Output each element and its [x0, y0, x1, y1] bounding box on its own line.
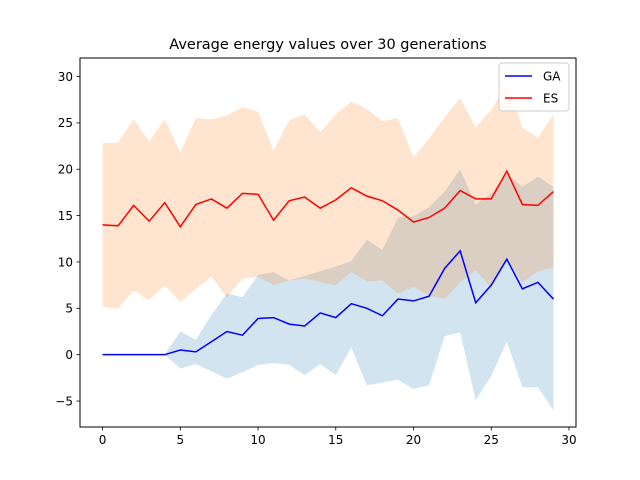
- legend-label-ga: GA: [543, 69, 561, 83]
- y-tick-label: 20: [58, 163, 73, 177]
- x-tick-label: 20: [406, 433, 421, 447]
- x-axis-ticks: 0 5 10 15 20 25 30: [99, 427, 577, 447]
- x-tick-label: 0: [99, 433, 107, 447]
- series-line-es: [102, 169, 554, 229]
- y-axis-ticks: −5 0 5 10 15 20 25 30: [55, 70, 80, 408]
- y-tick-label: 15: [58, 209, 73, 223]
- confidence-bands: [102, 83, 554, 411]
- y-tick-label: −5: [55, 394, 73, 408]
- series-lines: [102, 169, 554, 356]
- x-tick-label: 5: [176, 433, 184, 447]
- y-tick-label: 0: [65, 348, 73, 362]
- legend-box: [498, 62, 570, 112]
- x-tick-label: 10: [250, 433, 265, 447]
- series-line-ga: [102, 249, 554, 356]
- y-tick-label: 25: [58, 116, 73, 130]
- band-es: [102, 83, 554, 309]
- chart-title: Average energy values over 30 generation…: [169, 37, 486, 53]
- plot-frame: [79, 57, 577, 428]
- legend-label-es: ES: [543, 91, 558, 105]
- x-tick-label: 25: [484, 433, 499, 447]
- y-tick-label: 5: [65, 302, 73, 316]
- y-tick-label: 30: [58, 70, 73, 84]
- x-tick-label: 15: [328, 433, 343, 447]
- band-ga: [102, 169, 554, 411]
- y-tick-label: 10: [58, 255, 73, 269]
- x-tick-label: 30: [561, 433, 576, 447]
- legend: GA ES: [498, 62, 570, 112]
